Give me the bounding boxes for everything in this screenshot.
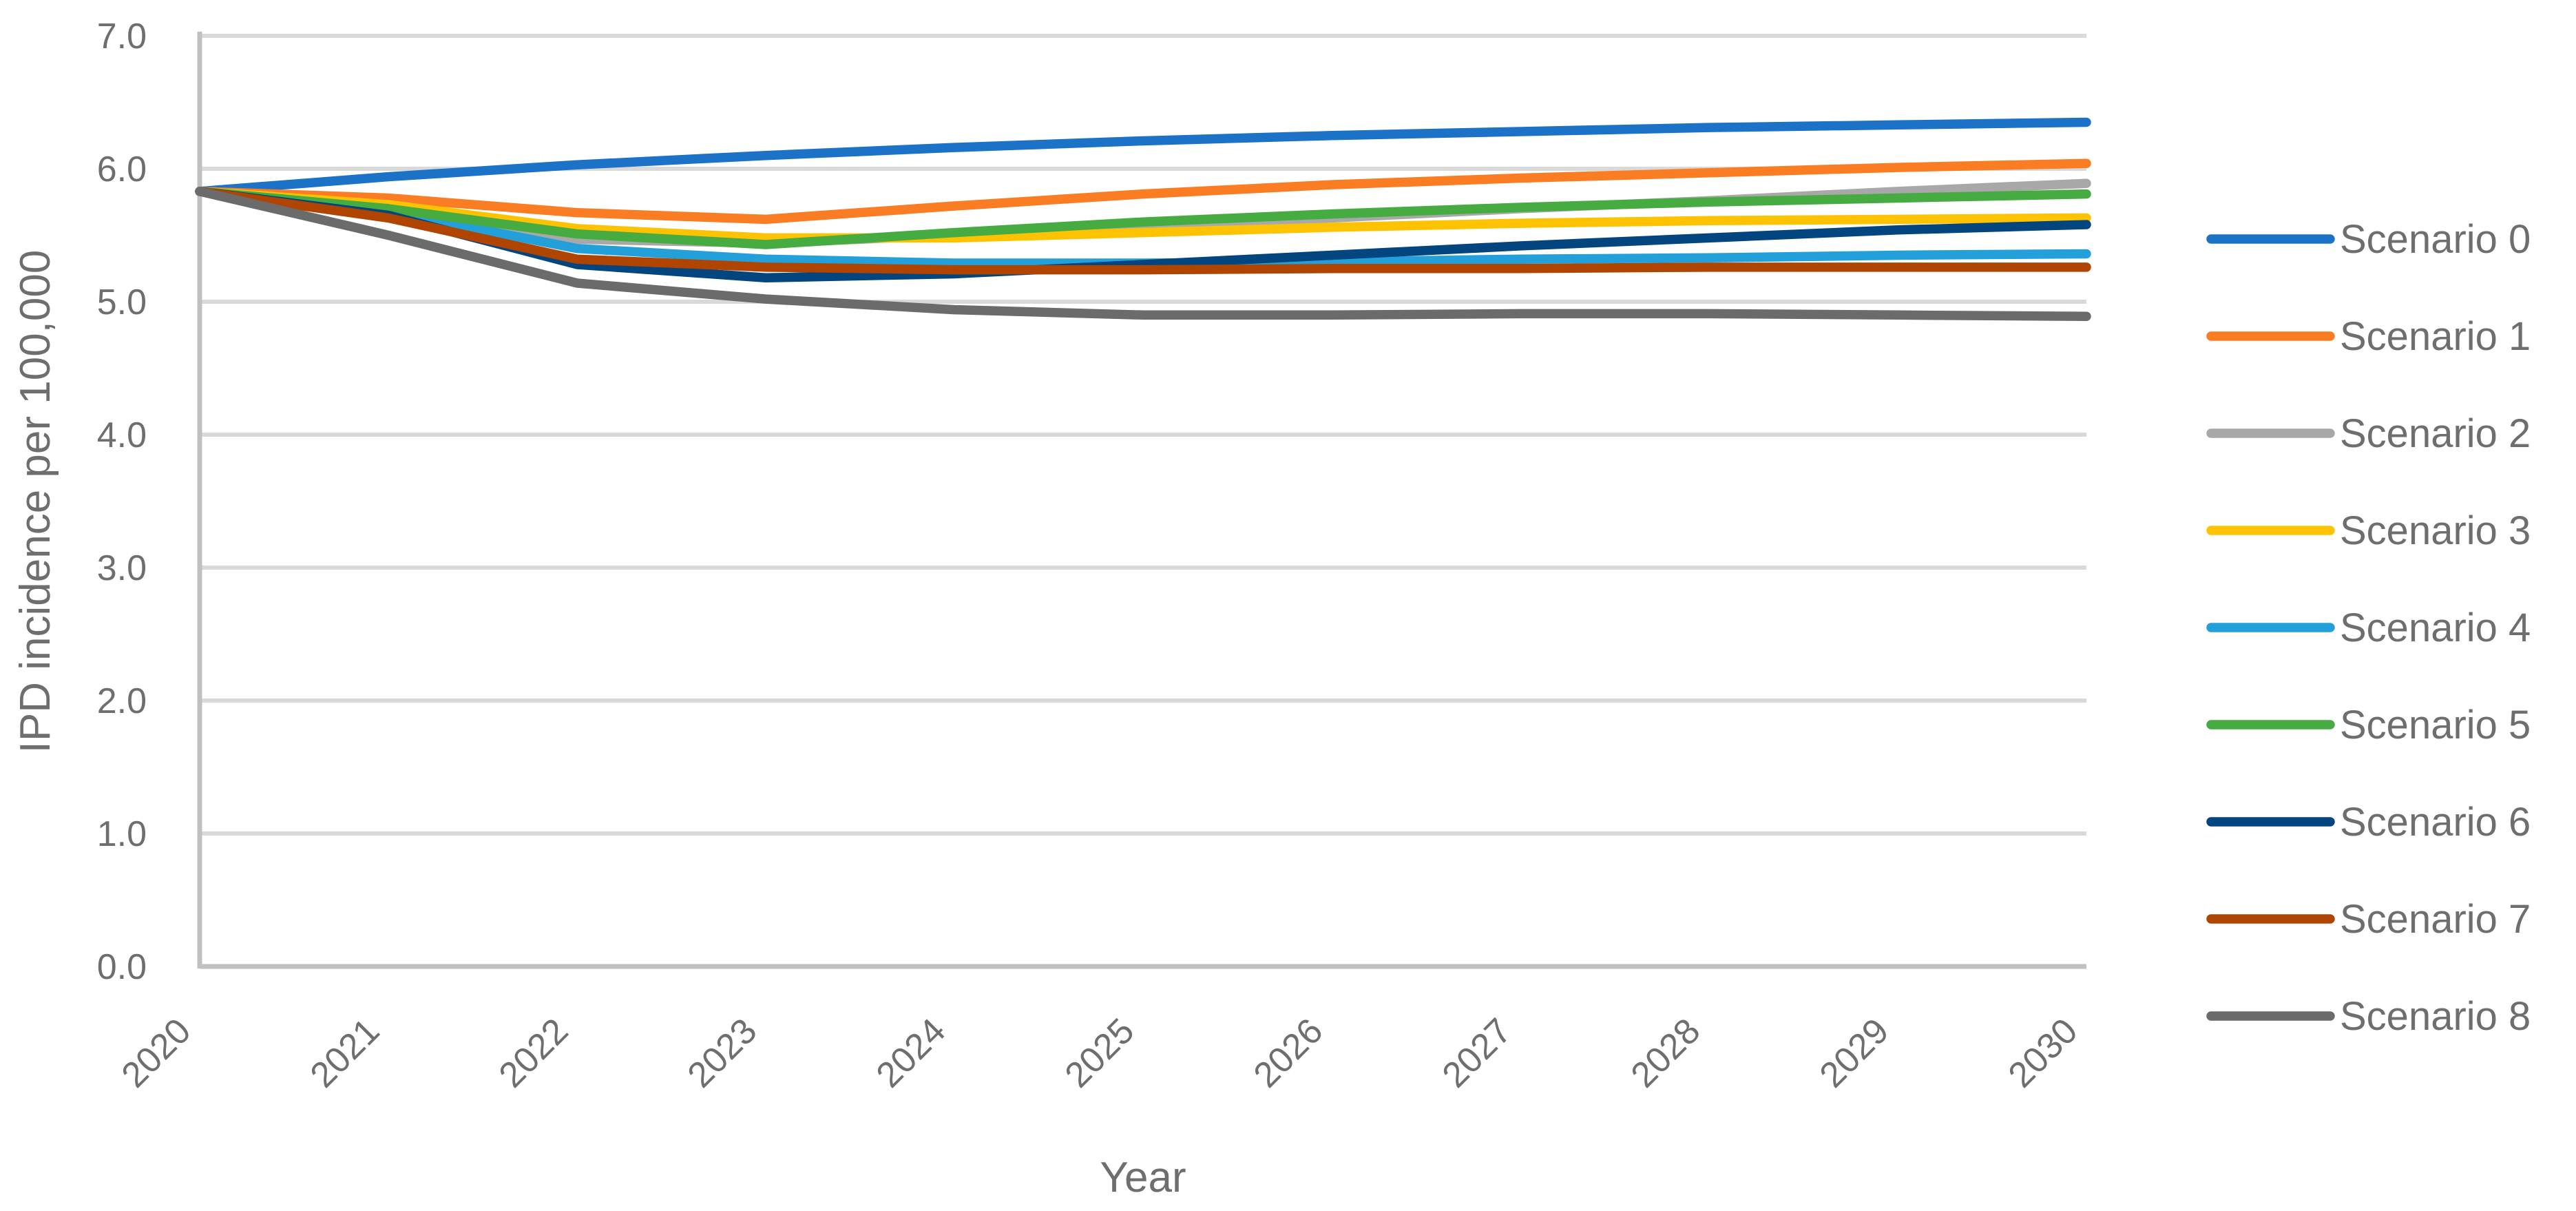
y-tick-label-3.0: 3.0 — [97, 548, 147, 588]
x-tick-labels-group: 2020 2021 2022 2023 2024 2025 2026 2027 2028 2029… — [114, 1011, 2086, 1095]
legend-label-scenario-0: Scenario 0 — [2340, 217, 2531, 262]
x-tick-label-2029: 2029 — [1812, 1011, 1897, 1095]
series-line-scenario-0 — [195, 117, 2091, 196]
x-tick-label-2028: 2028 — [1624, 1011, 1708, 1095]
x-axis-title: Year — [1100, 1154, 1186, 1201]
legend-label-scenario-7: Scenario 7 — [2340, 897, 2531, 942]
y-tick-label-0.0: 0.0 — [97, 947, 147, 987]
legend-item-scenario-4: Scenario 4 — [2206, 606, 2531, 650]
legend-item-scenario-7: Scenario 7 — [2206, 897, 2531, 942]
y-tick-label-5.0: 5.0 — [97, 282, 147, 322]
x-tick-label-2023: 2023 — [680, 1011, 765, 1095]
legend-item-scenario-3: Scenario 3 — [2206, 508, 2531, 553]
y-tick-labels-group: 0.0 1.0 2.0 3.0 4.0 5.0 6.0 7.0 — [97, 17, 147, 987]
legend-item-scenario-1: Scenario 1 — [2206, 314, 2531, 359]
y-axis-title: IPD incidence per 100,000 — [12, 250, 59, 754]
y-tick-label-7.0: 7.0 — [97, 17, 147, 56]
series-line-scenario-5 — [195, 187, 2091, 249]
x-tick-label-2026: 2026 — [1246, 1011, 1331, 1095]
legend-label-scenario-3: Scenario 3 — [2340, 508, 2531, 553]
legend-item-scenario-5: Scenario 5 — [2206, 703, 2531, 747]
legend: Scenario 0 Scenario 1 Scenario 2 Scenario 3… — [2206, 217, 2531, 1039]
legend-item-scenario-6: Scenario 6 — [2206, 800, 2531, 845]
legend-label-scenario-2: Scenario 2 — [2340, 411, 2531, 456]
legend-item-scenario-0: Scenario 0 — [2206, 217, 2531, 262]
y-tick-label-1.0: 1.0 — [97, 814, 147, 854]
legend-label-scenario-1: Scenario 1 — [2340, 314, 2531, 359]
series-group — [195, 117, 2091, 321]
x-tick-label-2024: 2024 — [869, 1011, 954, 1095]
legend-item-scenario-8: Scenario 8 — [2206, 994, 2531, 1039]
legend-label-scenario-5: Scenario 5 — [2340, 703, 2531, 747]
legend-label-scenario-8: Scenario 8 — [2340, 994, 2531, 1039]
x-tick-label-2025: 2025 — [1058, 1011, 1142, 1095]
series-line-scenario-3 — [195, 187, 2091, 243]
y-tick-label-4.0: 4.0 — [97, 415, 147, 455]
x-tick-label-2030: 2030 — [2001, 1011, 2086, 1095]
series-line-scenario-7 — [195, 187, 2091, 275]
y-tick-label-2.0: 2.0 — [97, 681, 147, 721]
legend-label-scenario-6: Scenario 6 — [2340, 800, 2531, 845]
gridlines-group — [200, 34, 2086, 836]
x-tick-label-2027: 2027 — [1435, 1011, 1520, 1095]
series-line-scenario-8 — [195, 187, 2091, 321]
x-tick-label-2020: 2020 — [114, 1011, 199, 1095]
x-tick-label-2022: 2022 — [492, 1011, 576, 1095]
x-tick-label-2021: 2021 — [303, 1011, 388, 1095]
legend-item-scenario-2: Scenario 2 — [2206, 411, 2531, 456]
y-tick-label-6.0: 6.0 — [97, 149, 147, 189]
legend-label-scenario-4: Scenario 4 — [2340, 606, 2531, 650]
series-line-scenario-1 — [195, 158, 2091, 225]
